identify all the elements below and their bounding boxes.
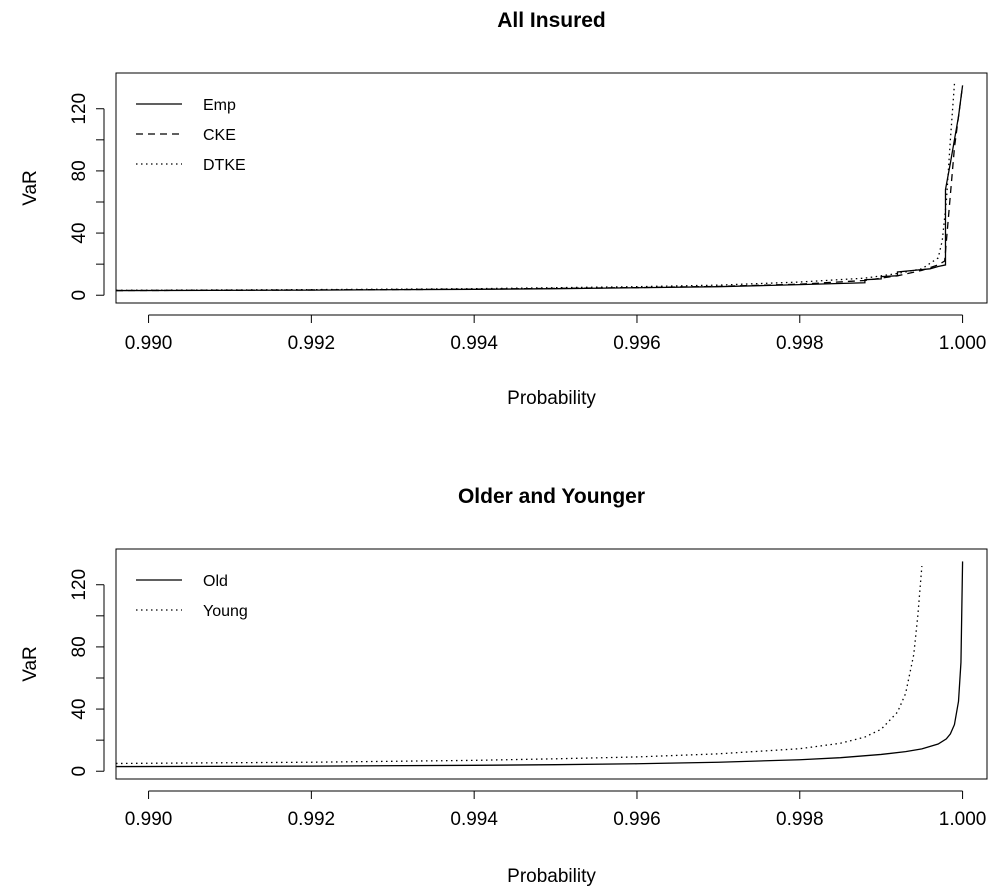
y-tick-label: 0 [69, 290, 90, 301]
series-line-emp [115, 85, 964, 292]
series-line-dtke [115, 83, 956, 291]
plot-frame [115, 72, 988, 304]
legend: Old Young [136, 573, 248, 620]
x-tick-label: 1.000 [939, 809, 987, 830]
series-lines [115, 83, 964, 292]
x-tick-label: 0.990 [125, 809, 173, 830]
x-tick-label: 0.992 [288, 809, 336, 830]
legend-label-cke: CKE [203, 127, 236, 144]
y-axis: 0 40 80 120 [69, 569, 105, 777]
series-line-young [115, 566, 923, 765]
x-tick-label: 0.996 [613, 333, 661, 354]
y-tick-label: 80 [69, 160, 90, 181]
y-tick-label: 120 [69, 93, 90, 125]
y-axis: 0 40 80 120 [69, 93, 105, 301]
chart-title: All Insured [497, 9, 606, 32]
chart-title: Older and Younger [458, 485, 645, 508]
y-tick-label: 40 [69, 222, 90, 243]
plot-frame [115, 548, 988, 780]
x-tick-label: 1.000 [939, 333, 987, 354]
x-axis-label: Probability [507, 866, 596, 887]
chart-older-and-younger: Older and Younger Probability VaR 0.990 0… [20, 485, 988, 887]
x-tick-label: 0.990 [125, 333, 173, 354]
series-line-cke [115, 85, 964, 292]
x-tick-label: 0.992 [288, 333, 336, 354]
series-lines [115, 561, 964, 768]
legend-label-old: Old [203, 573, 228, 590]
y-tick-label: 120 [69, 569, 90, 601]
x-axis-label: Probability [507, 388, 596, 409]
y-tick-label: 0 [69, 766, 90, 777]
y-axis-label: VaR [20, 646, 41, 682]
x-tick-label: 0.996 [613, 809, 661, 830]
legend-label-emp: Emp [203, 97, 236, 114]
x-tick-label: 0.998 [776, 333, 824, 354]
x-axis: 0.990 0.992 0.994 0.996 0.998 1.000 [125, 790, 987, 830]
legend-label-young: Young [203, 603, 248, 620]
x-tick-label: 0.994 [450, 809, 498, 830]
x-axis: 0.990 0.992 0.994 0.996 0.998 1.000 [125, 314, 987, 354]
legend: Emp CKE DTKE [136, 97, 246, 174]
x-tick-label: 0.998 [776, 809, 824, 830]
chart-all-insured: All Insured Probability VaR 0.990 0.992 0.… [20, 9, 988, 409]
legend-label-dtke: DTKE [203, 157, 246, 174]
y-tick-label: 40 [69, 698, 90, 719]
y-axis-label: VaR [20, 170, 41, 206]
y-tick-label: 80 [69, 636, 90, 657]
x-tick-label: 0.994 [450, 333, 498, 354]
series-line-old [115, 561, 964, 768]
